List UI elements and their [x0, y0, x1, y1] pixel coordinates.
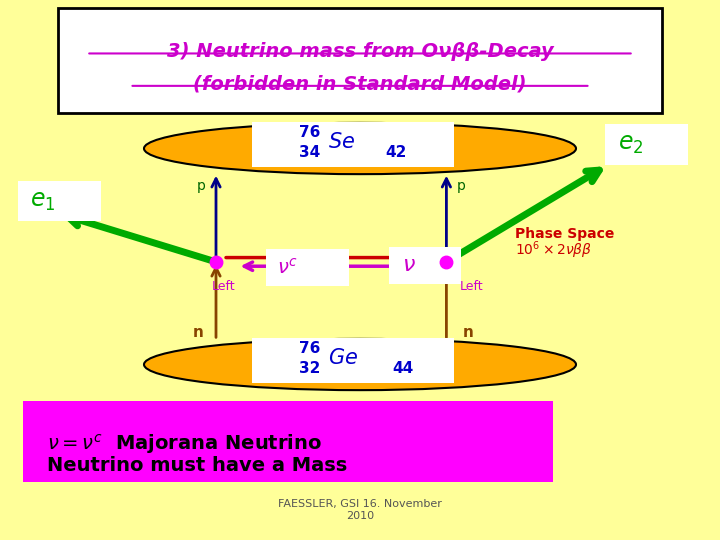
- Text: 42: 42: [385, 145, 407, 160]
- Text: p: p: [197, 179, 206, 193]
- Text: Left: Left: [460, 280, 483, 293]
- Text: $\nu = \nu^c$  Majorana Neutrino: $\nu = \nu^c$ Majorana Neutrino: [47, 432, 322, 456]
- Text: Neutrino must have a Mass: Neutrino must have a Mass: [47, 456, 347, 475]
- Text: $\mathit{Se}$: $\mathit{Se}$: [328, 132, 355, 152]
- Text: 76: 76: [299, 125, 320, 140]
- FancyBboxPatch shape: [18, 181, 101, 221]
- Text: $\nu$: $\nu$: [402, 255, 415, 275]
- FancyBboxPatch shape: [605, 124, 688, 165]
- FancyBboxPatch shape: [23, 401, 553, 482]
- Ellipse shape: [144, 123, 576, 174]
- Text: p: p: [456, 179, 465, 193]
- Text: 44: 44: [392, 361, 414, 376]
- Ellipse shape: [144, 339, 576, 390]
- Text: 32: 32: [299, 361, 320, 376]
- Text: FAESSLER, GSI 16. November
2010: FAESSLER, GSI 16. November 2010: [278, 500, 442, 521]
- Text: Left: Left: [212, 280, 235, 293]
- Text: 76: 76: [299, 341, 320, 356]
- FancyBboxPatch shape: [58, 8, 662, 113]
- Text: $\mathit{Ge}$: $\mathit{Ge}$: [328, 348, 358, 368]
- FancyBboxPatch shape: [252, 338, 454, 383]
- FancyBboxPatch shape: [389, 247, 461, 284]
- Text: Phase Space: Phase Space: [515, 227, 614, 241]
- Text: $e_1$: $e_1$: [30, 189, 55, 213]
- Text: $e_2$: $e_2$: [618, 132, 643, 156]
- Text: 34: 34: [299, 145, 320, 160]
- Text: $10^6 \times 2\nu\beta\beta$: $10^6 \times 2\nu\beta\beta$: [515, 239, 592, 261]
- Text: (forbidden in Standard Model): (forbidden in Standard Model): [193, 74, 527, 93]
- Text: $\nu^c$: $\nu^c$: [277, 258, 298, 278]
- Text: n: n: [192, 325, 204, 340]
- FancyBboxPatch shape: [266, 249, 349, 286]
- Text: 3) Neutrino mass from Oνββ-Decay: 3) Neutrino mass from Oνββ-Decay: [166, 42, 554, 61]
- Text: n: n: [462, 325, 474, 340]
- FancyBboxPatch shape: [252, 122, 454, 167]
